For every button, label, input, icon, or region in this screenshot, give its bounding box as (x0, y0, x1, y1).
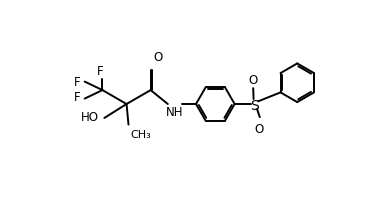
Text: CH₃: CH₃ (131, 130, 151, 140)
Text: F: F (73, 76, 80, 89)
Text: NH: NH (166, 106, 183, 119)
Text: F: F (73, 91, 80, 104)
Text: S: S (250, 99, 259, 113)
Text: O: O (248, 74, 258, 87)
Text: HO: HO (82, 111, 99, 124)
Text: O: O (255, 123, 264, 136)
Text: F: F (97, 66, 103, 78)
Text: O: O (153, 51, 162, 64)
